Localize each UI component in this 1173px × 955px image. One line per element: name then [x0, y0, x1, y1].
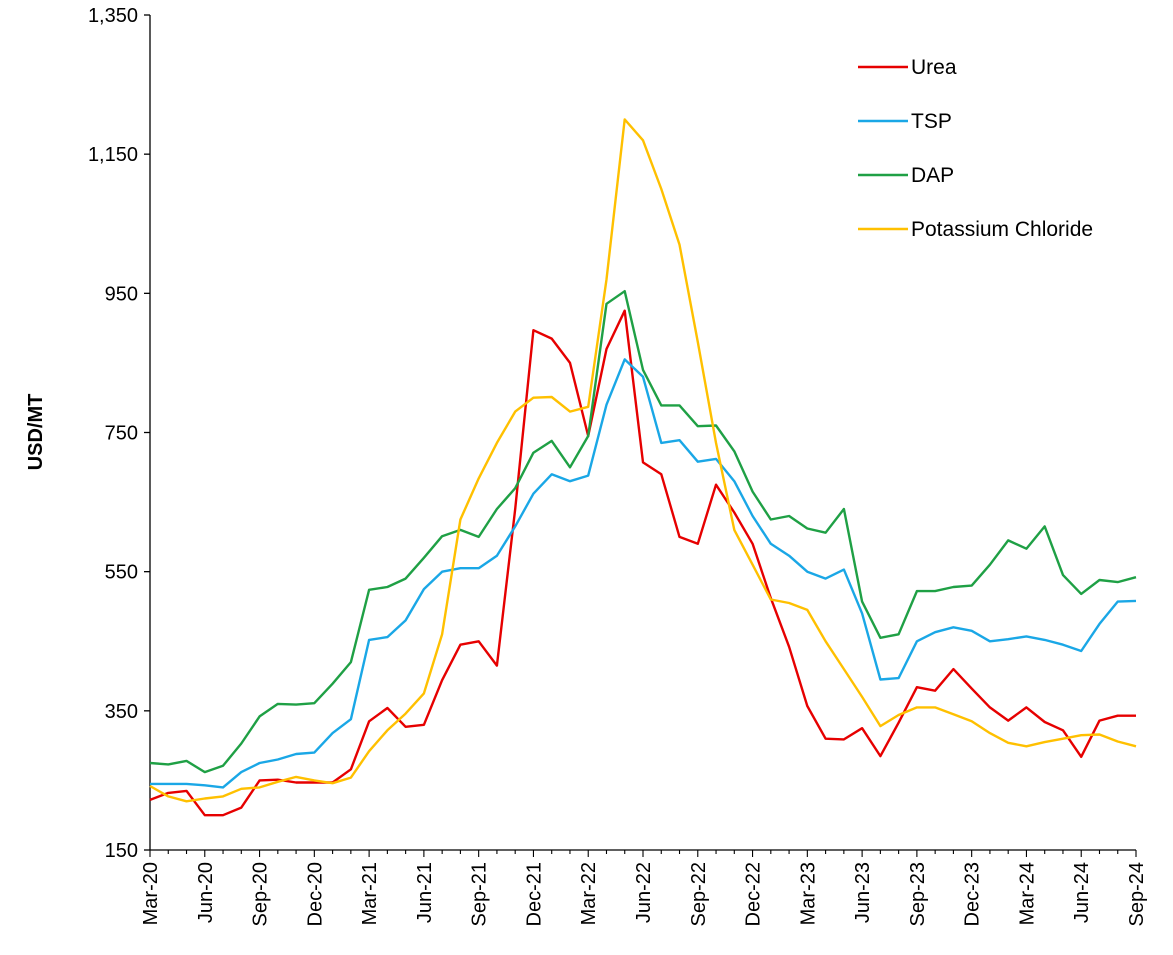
y-tick-label: 750 — [105, 423, 138, 445]
x-tick-label: Sep-24 — [1126, 862, 1148, 927]
x-tick-label: Sep-20 — [250, 862, 272, 927]
x-tick-label: Jun-22 — [633, 862, 655, 923]
legend-label: Potassium Chloride — [911, 218, 1093, 241]
legend-label: DAP — [911, 164, 954, 187]
series-line-tsp — [150, 358, 1137, 789]
series-layer — [149, 118, 1137, 817]
x-tick-label: Jun-23 — [852, 862, 874, 923]
x-tick-label: Sep-23 — [907, 862, 929, 927]
x-tick-label: Sep-22 — [688, 862, 710, 927]
x-tick-label: Mar-22 — [578, 862, 600, 925]
y-tick-label: 350 — [105, 701, 138, 723]
legend: Urea TSP DAP Potassium Chloride — [858, 56, 1093, 241]
legend-label: TSP — [911, 110, 952, 133]
y-axis-title: USD/MT — [25, 394, 47, 471]
y-tick-label: 1,350 — [88, 5, 138, 27]
x-tick-label: Jun-24 — [1071, 862, 1093, 923]
y-tick-label: 550 — [105, 562, 138, 584]
x-tick-label: Dec-22 — [743, 862, 765, 926]
x-tick-label: Mar-21 — [359, 862, 381, 925]
series-line-potassium-chloride — [149, 118, 1137, 803]
y-tick-label: 1,150 — [88, 144, 138, 166]
x-tick-label: Mar-20 — [140, 862, 162, 925]
x-tick-label: Jun-21 — [414, 862, 436, 923]
x-tick-label: Sep-21 — [469, 862, 491, 927]
legend-label: Urea — [911, 56, 957, 79]
x-axis: Mar-20 Jun-20 Sep-20 Dec-20 Mar-21 Jun-21 Sep-… — [140, 849, 1148, 927]
y-axis: 150 350 550 750 950 1,150 1,350 — [88, 5, 151, 862]
y-tick-label: 950 — [105, 283, 138, 305]
x-tick-label: Jun-20 — [195, 862, 217, 923]
series-line-urea — [149, 309, 1136, 817]
x-tick-label: Dec-20 — [304, 862, 326, 926]
x-tick-label: Dec-23 — [962, 862, 984, 926]
y-tick-label: 150 — [105, 840, 138, 862]
series-line-dap — [149, 290, 1137, 774]
x-tick-label: Mar-24 — [1016, 862, 1038, 925]
x-tick-label: Mar-23 — [797, 862, 819, 925]
x-tick-label: Dec-21 — [523, 862, 545, 926]
